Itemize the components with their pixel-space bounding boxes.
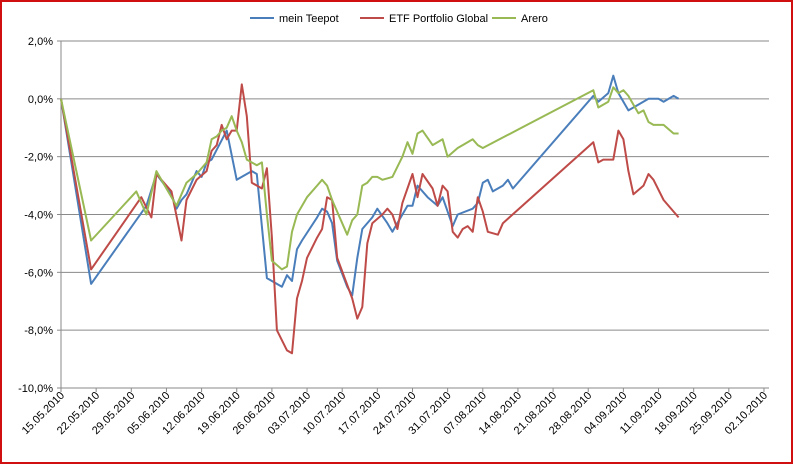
y-tick-label-0: 2,0% — [28, 36, 53, 48]
grid-layer — [61, 40, 769, 389]
y-tick-label-3: -4,0% — [24, 210, 53, 222]
legend-label-2: Arero — [521, 13, 548, 25]
x-tick-labels: 15.05.201022.05.201029.05.201005.06.2010… — [20, 390, 770, 437]
y-tick-label-2: -2,0% — [24, 152, 53, 164]
y-tick-label-6: -10,0% — [18, 383, 53, 395]
legend-label-1: ETF Portfolio Global — [389, 13, 488, 25]
y-tick-label-1: 0,0% — [28, 94, 53, 106]
axis-layer — [57, 40, 765, 392]
y-tick-label-5: -8,0% — [24, 325, 53, 337]
legend-label-0: mein Teepot — [279, 13, 339, 25]
y-tick-label-4: -6,0% — [24, 267, 53, 279]
series-line-arero — [60, 86, 679, 271]
y-tick-labels: 2,0% 0,0% -2,0% -4,0% -6,0% -8,0% -10,0% — [18, 36, 53, 395]
series-line-etf-portfolio-global — [60, 83, 680, 355]
legend: mein Teepot ETF Portfolio Global Arero — [250, 13, 548, 25]
series-layer — [60, 74, 680, 355]
